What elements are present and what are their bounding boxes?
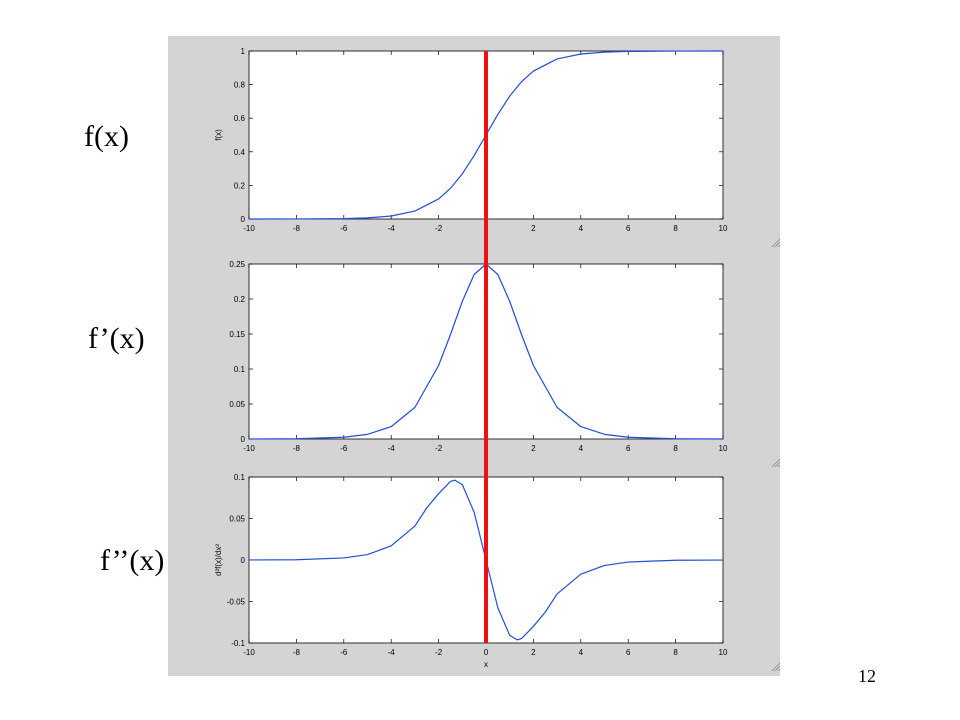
label-fx: f(x) — [84, 120, 129, 153]
y-tick-label: 0 — [241, 556, 246, 565]
y-tick-label: 0.2 — [234, 181, 246, 190]
resize-grip-icon — [774, 461, 781, 468]
x-tick-label: -6 — [340, 648, 348, 657]
x-tick-label: 8 — [673, 648, 678, 657]
y-axis-label: f(x) — [214, 129, 223, 141]
x-tick-label: -4 — [388, 444, 396, 453]
x-tick-label: -10 — [243, 224, 255, 233]
y-tick-label: 0.1 — [234, 473, 246, 482]
x-tick-label: 2 — [531, 224, 536, 233]
resize-grip-icon — [771, 238, 781, 248]
x-tick-label: -2 — [435, 444, 443, 453]
y-tick-label: 1 — [241, 47, 246, 56]
x-tick-label: 2 — [531, 444, 536, 453]
y-tick-label: 0.05 — [229, 400, 245, 409]
resize-grip-icon — [777, 668, 781, 672]
label-fprime-x: f’(x) — [88, 322, 145, 355]
y-tick-label: -0.05 — [227, 598, 246, 607]
x-tick-label: 6 — [626, 648, 631, 657]
x-tick-label: -4 — [388, 224, 396, 233]
x-tick-label: -2 — [435, 224, 443, 233]
x-tick-label: -4 — [388, 648, 396, 657]
x-tick-label: -6 — [340, 224, 348, 233]
y-tick-label: 0.6 — [234, 114, 246, 123]
x-tick-label: -10 — [243, 648, 255, 657]
x-tick-label: 10 — [719, 648, 728, 657]
x-tick-label: 4 — [579, 444, 584, 453]
x-tick-label: -8 — [293, 648, 301, 657]
x-tick-label: 4 — [579, 648, 584, 657]
y-axis-label: d²f(x)/dx² — [214, 544, 223, 576]
x-tick-label: 10 — [719, 224, 728, 233]
x-tick-label: 0 — [484, 648, 489, 657]
y-tick-label: 0.4 — [234, 148, 246, 157]
x-tick-label: 6 — [626, 444, 631, 453]
resize-grip-icon — [777, 244, 781, 248]
x-tick-label: 8 — [673, 444, 678, 453]
resize-grip-icon — [777, 464, 781, 468]
x-tick-label: -8 — [293, 224, 301, 233]
y-tick-label: 0.15 — [229, 330, 245, 339]
x-tick-label: -10 — [243, 444, 255, 453]
y-tick-label: 0.05 — [229, 515, 245, 524]
y-tick-label: 0 — [241, 435, 246, 444]
resize-grip-icon — [774, 241, 781, 248]
x-tick-label: -6 — [340, 444, 348, 453]
label-fdoubleprime-x: f’’(x) — [100, 544, 165, 577]
x-tick-label: 8 — [673, 224, 678, 233]
x-axis-label: x — [484, 660, 488, 669]
resize-grip-icon — [771, 662, 781, 672]
y-tick-label: 0.25 — [229, 260, 245, 269]
y-tick-label: -0.1 — [231, 639, 245, 648]
y-tick-label: 0.8 — [234, 81, 246, 90]
x-tick-label: 2 — [531, 648, 536, 657]
x-tick-label: 6 — [626, 224, 631, 233]
x-tick-label: -2 — [435, 648, 443, 657]
y-tick-label: 0 — [241, 215, 246, 224]
slide-number: 12 — [858, 666, 876, 686]
resize-grip-icon — [774, 665, 781, 672]
y-tick-label: 0.1 — [234, 365, 246, 374]
y-tick-label: 0.2 — [234, 295, 246, 304]
x-tick-label: -8 — [293, 444, 301, 453]
x-tick-label: 4 — [579, 224, 584, 233]
resize-grip-icon — [771, 458, 781, 468]
x-tick-label: 10 — [719, 444, 728, 453]
